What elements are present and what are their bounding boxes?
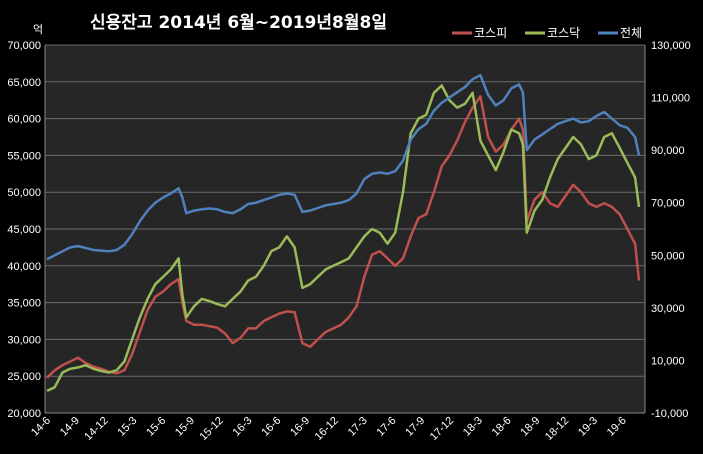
right-tick-label: 90,000 [651, 145, 685, 157]
right-tick-label: -10,000 [651, 408, 688, 420]
legend-label: 코스피 [474, 26, 507, 40]
left-tick-label: 50,000 [7, 187, 41, 199]
left-tick-label: 70,000 [7, 40, 41, 52]
right-tick-label: 70,000 [651, 198, 685, 210]
left-tick-label: 60,000 [7, 114, 41, 126]
left-tick-label: 65,000 [7, 77, 41, 89]
left-tick-label: 45,000 [7, 224, 41, 236]
right-tick-label: 130,000 [651, 40, 691, 52]
series-line-전체 [46, 73, 641, 261]
right-axis: -10,000 10,000 30,000 50,000 70,000 90,000 110… [644, 40, 691, 420]
legend-label: 전체 [620, 26, 642, 40]
chart-title: 신용잔고 2014년 6월~2019년8월8일 [90, 13, 387, 33]
left-axis: 20,000 25,000 30,000 35,000 40,000 45,000 50,0… [7, 40, 46, 420]
legend: 코스피 코스닥 전체 [452, 26, 642, 40]
right-tick-label: 10,000 [651, 355, 685, 367]
left-tick-label: 55,000 [7, 150, 41, 162]
right-tick-label: 30,000 [651, 303, 685, 315]
right-tick-label: 110,000 [651, 93, 690, 105]
series-lines [46, 73, 641, 393]
legend-label: 코스닥 [547, 26, 580, 40]
left-tick-label: 35,000 [7, 298, 41, 310]
left-axis-unit: 억 [33, 23, 43, 36]
right-tick-label: 50,000 [651, 250, 685, 262]
left-tick-label: 20,000 [7, 408, 41, 420]
left-tick-label: 30,000 [7, 334, 41, 346]
series-line-코스피 [46, 95, 641, 379]
left-tick-label: 25,000 [7, 371, 41, 383]
left-tick-label: 40,000 [7, 261, 41, 273]
series-line-코스닥 [46, 84, 641, 393]
